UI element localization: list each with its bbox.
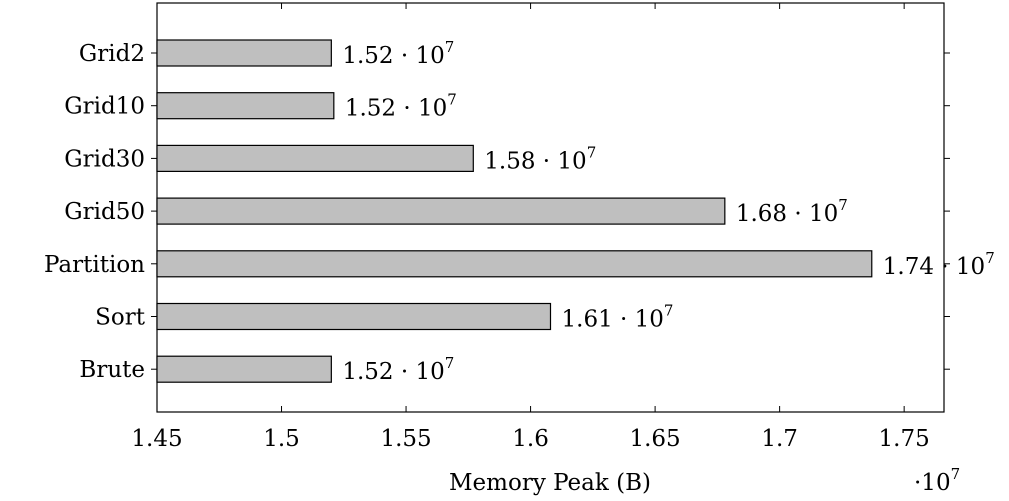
data-label: 1.58 · 107	[484, 143, 596, 174]
category-label: Grid10	[64, 94, 145, 120]
x-tick-label: 1.5	[263, 426, 300, 452]
category-label: Grid2	[79, 41, 145, 67]
bar-partition	[156, 250, 873, 278]
category-label: Brute	[79, 357, 145, 383]
x-tick-label: 1.7	[761, 426, 798, 452]
bar-sort	[156, 302, 552, 331]
x-tick-label: 1.65	[629, 426, 680, 452]
category-label: Partition	[44, 252, 145, 278]
x-tick-label: 1.55	[380, 426, 431, 452]
category-label: Grid30	[64, 146, 145, 172]
x-tick-label: 1.75	[879, 426, 930, 452]
data-label: 1.52 · 107	[342, 354, 454, 385]
x-tick-label: 1.6	[512, 426, 549, 452]
category-labels: Grid2 Grid10 Grid30 Grid50 Partition Sort Brut…	[44, 41, 146, 383]
axis-ticks	[151, 3, 950, 412]
data-label: 1.52 · 107	[342, 38, 454, 69]
category-label: Sort	[95, 305, 146, 331]
bar-grid50	[156, 197, 726, 225]
data-label: 1.61 · 107	[562, 302, 674, 333]
data-label: 1.74 · 107	[883, 249, 995, 280]
bar-grid10	[156, 92, 335, 120]
data-label: 1.52 · 107	[345, 91, 457, 122]
bars	[156, 39, 873, 383]
x-tick-label: 1.45	[131, 426, 182, 452]
axis-multiplier: ·107	[914, 465, 960, 496]
x-tick-labels: 1.45 1.5 1.55 1.6 1.65 1.7 1.75	[131, 426, 929, 452]
data-labels: 1.52 · 107 1.52 · 107 1.58 · 107 1.68 · 107…	[342, 38, 994, 385]
category-label: Grid50	[64, 199, 145, 225]
bar-brute	[156, 355, 332, 383]
bar-grid2	[156, 39, 332, 67]
bar-grid30	[156, 144, 474, 172]
x-axis-title: Memory Peak (B)	[449, 470, 651, 496]
data-label: 1.68 · 107	[736, 196, 848, 227]
